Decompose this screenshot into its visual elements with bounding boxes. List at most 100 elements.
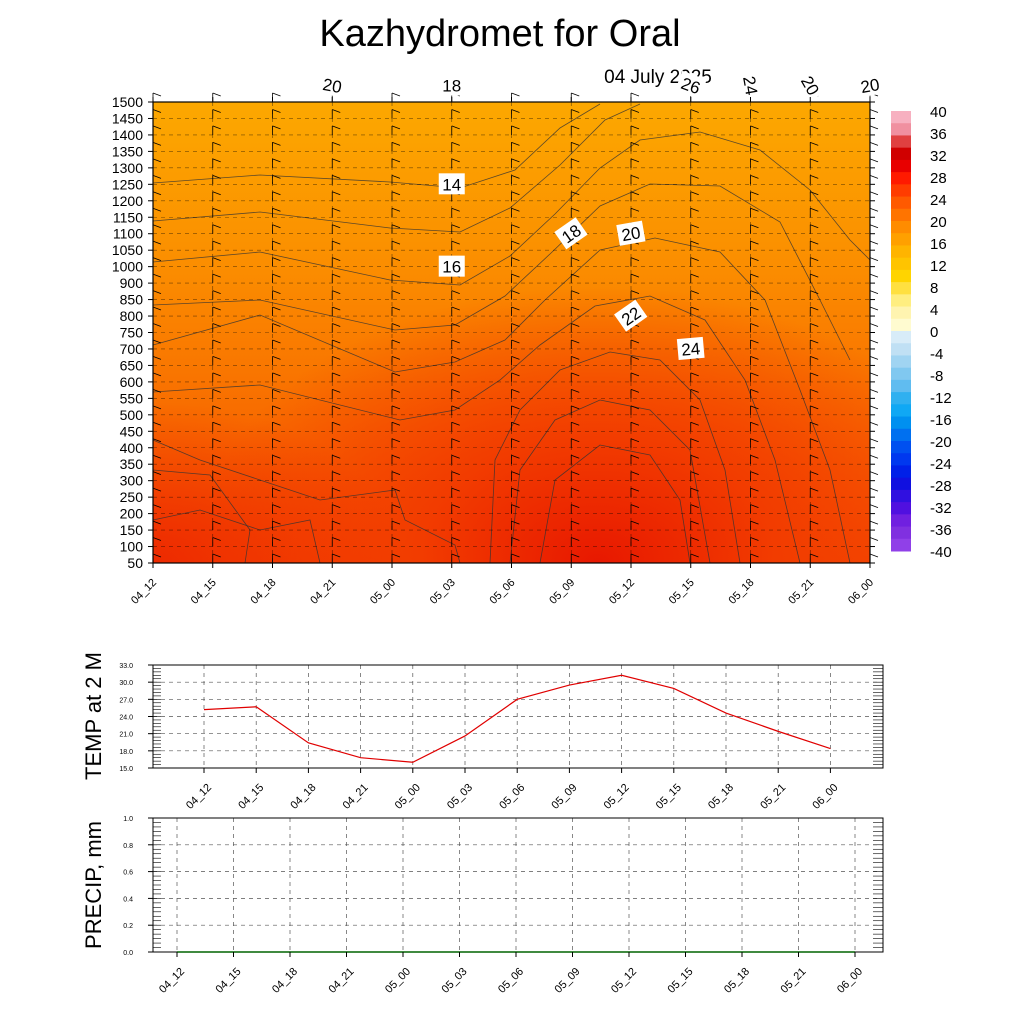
time-tick-label: 05_21	[779, 966, 809, 996]
wind-barb-flag	[152, 191, 162, 196]
precipitation-panel: 1.00.80.60.40.20.0 04_12 04_15 04_18 04_21 0…	[81, 816, 884, 996]
colorbar-swatch	[891, 318, 911, 332]
colorbar-swatch	[891, 184, 911, 198]
wind-barb-flag	[750, 207, 759, 212]
wind-barb-flag	[869, 240, 879, 245]
wind-barb-flag	[212, 372, 221, 377]
wind-barb-flag	[750, 158, 759, 163]
contour-label-text: 24	[681, 339, 702, 360]
colorbar-swatch	[891, 489, 911, 503]
wind-barb-flag	[690, 471, 699, 476]
wind-barb-flag	[511, 537, 520, 541]
colorbar: 4036322824201612840-4-8-12-16-20-24-28-3…	[891, 104, 952, 561]
wind-barb-flag	[212, 471, 221, 476]
value-tick-label: 21.0	[119, 732, 133, 739]
time-tick-label: 05_06	[497, 782, 527, 812]
colorbar-swatch	[891, 355, 911, 369]
wind-barb-flag	[750, 487, 759, 492]
wind-barb-flag	[810, 421, 819, 426]
colorbar-label: 4	[930, 302, 938, 319]
pressure-tick-label: 1250	[112, 176, 143, 192]
wind-barb-flag	[571, 158, 580, 163]
wind-barb-flag	[571, 421, 580, 426]
pressure-tick-label: 1100	[113, 226, 143, 242]
contour-label: 24	[676, 336, 705, 361]
wind-barb-flag	[332, 520, 341, 525]
colorbar-swatch	[891, 379, 911, 393]
wind-barb-flag	[451, 388, 460, 393]
colorbar-label: -24	[930, 456, 952, 473]
wind-barb-flag	[750, 290, 759, 294]
wind-barb-flag	[332, 471, 341, 476]
wind-barb-flag	[630, 537, 640, 541]
colorbar-label: -4	[930, 346, 943, 363]
wind-barb-flag	[451, 240, 460, 245]
wind-barb-flag	[511, 174, 520, 179]
wind-barb-flag	[511, 388, 520, 393]
wind-barb-flag	[511, 142, 520, 146]
value-tick-label: 27.0	[119, 697, 133, 704]
wind-barb-flag	[391, 240, 401, 245]
wind-barb-flag	[690, 257, 699, 262]
time-tick-label: 05_15	[666, 966, 696, 996]
wind-barb-flag	[511, 92, 520, 97]
wind-barb-flag	[451, 323, 460, 327]
wind-barb-flag	[630, 405, 640, 410]
pressure-tick-label: 150	[120, 522, 144, 538]
colorbar-swatch	[891, 404, 911, 418]
wind-barb-flag	[212, 306, 221, 311]
wind-barb-flag	[869, 421, 879, 426]
wind-barb-flag	[391, 438, 401, 443]
time-tick-label: 04_15	[236, 782, 266, 812]
wind-barb-flag	[630, 454, 640, 459]
wind-barb-flag	[869, 224, 879, 229]
wind-barb-flag	[332, 257, 341, 262]
wind-barb-flag	[810, 306, 819, 311]
colorbar-swatch	[891, 123, 911, 136]
wind-barb-flag	[571, 290, 580, 294]
contour-label-box	[438, 255, 465, 277]
wind-barb-flag	[272, 438, 281, 443]
contour-label: 14	[438, 173, 465, 195]
wind-barb-flag	[152, 438, 162, 443]
wind-barb-flag	[391, 356, 401, 360]
wind-barb-flag	[690, 191, 699, 196]
wind-barb-flag	[152, 339, 162, 344]
wind-barb-flag	[212, 158, 221, 163]
pressure-tick-label: 1200	[112, 193, 143, 209]
pressure-tick-label: 750	[120, 325, 144, 341]
wind-barb-flag	[332, 109, 341, 113]
wind-barb-flag	[810, 257, 819, 262]
colorbar-swatch	[891, 269, 911, 283]
colorbar-label: -12	[930, 390, 952, 407]
wind-barb-flag	[511, 405, 520, 410]
wind-barb-flag	[750, 191, 759, 196]
wind-barb-flag	[152, 553, 162, 558]
wind-barb-flag	[511, 158, 520, 163]
pressure-tick-label: 1350	[112, 143, 143, 159]
contour-label-box	[855, 72, 885, 98]
wind-barb-flag	[272, 191, 281, 196]
wind-barb-flag	[690, 125, 699, 130]
pressure-tick-label: 850	[120, 292, 144, 308]
wind-barb-flag	[571, 372, 580, 377]
wind-barb-flag	[451, 520, 460, 525]
wind-barb-flag	[332, 158, 341, 163]
wind-barb-flag	[332, 537, 341, 541]
contour-line	[509, 399, 711, 564]
time-tick-label: 04_12	[157, 966, 187, 996]
wind-barb-flag	[750, 520, 759, 525]
contour-label-box	[317, 72, 347, 98]
wind-barb-flag	[511, 520, 520, 525]
wind-barb-flag	[391, 339, 401, 344]
wind-barb-flag	[750, 504, 759, 508]
value-tick-label: 1.0	[123, 816, 133, 823]
wind-barb-flag	[511, 372, 520, 377]
wind-barb-flag	[630, 471, 640, 476]
wind-barb-flag	[630, 388, 640, 393]
value-tick-label: 0.2	[123, 923, 133, 930]
wind-barb-flag	[212, 553, 221, 558]
wind-barb-flag	[152, 257, 162, 262]
wind-barb-flag	[690, 306, 699, 311]
wind-barb-flag	[690, 224, 699, 229]
